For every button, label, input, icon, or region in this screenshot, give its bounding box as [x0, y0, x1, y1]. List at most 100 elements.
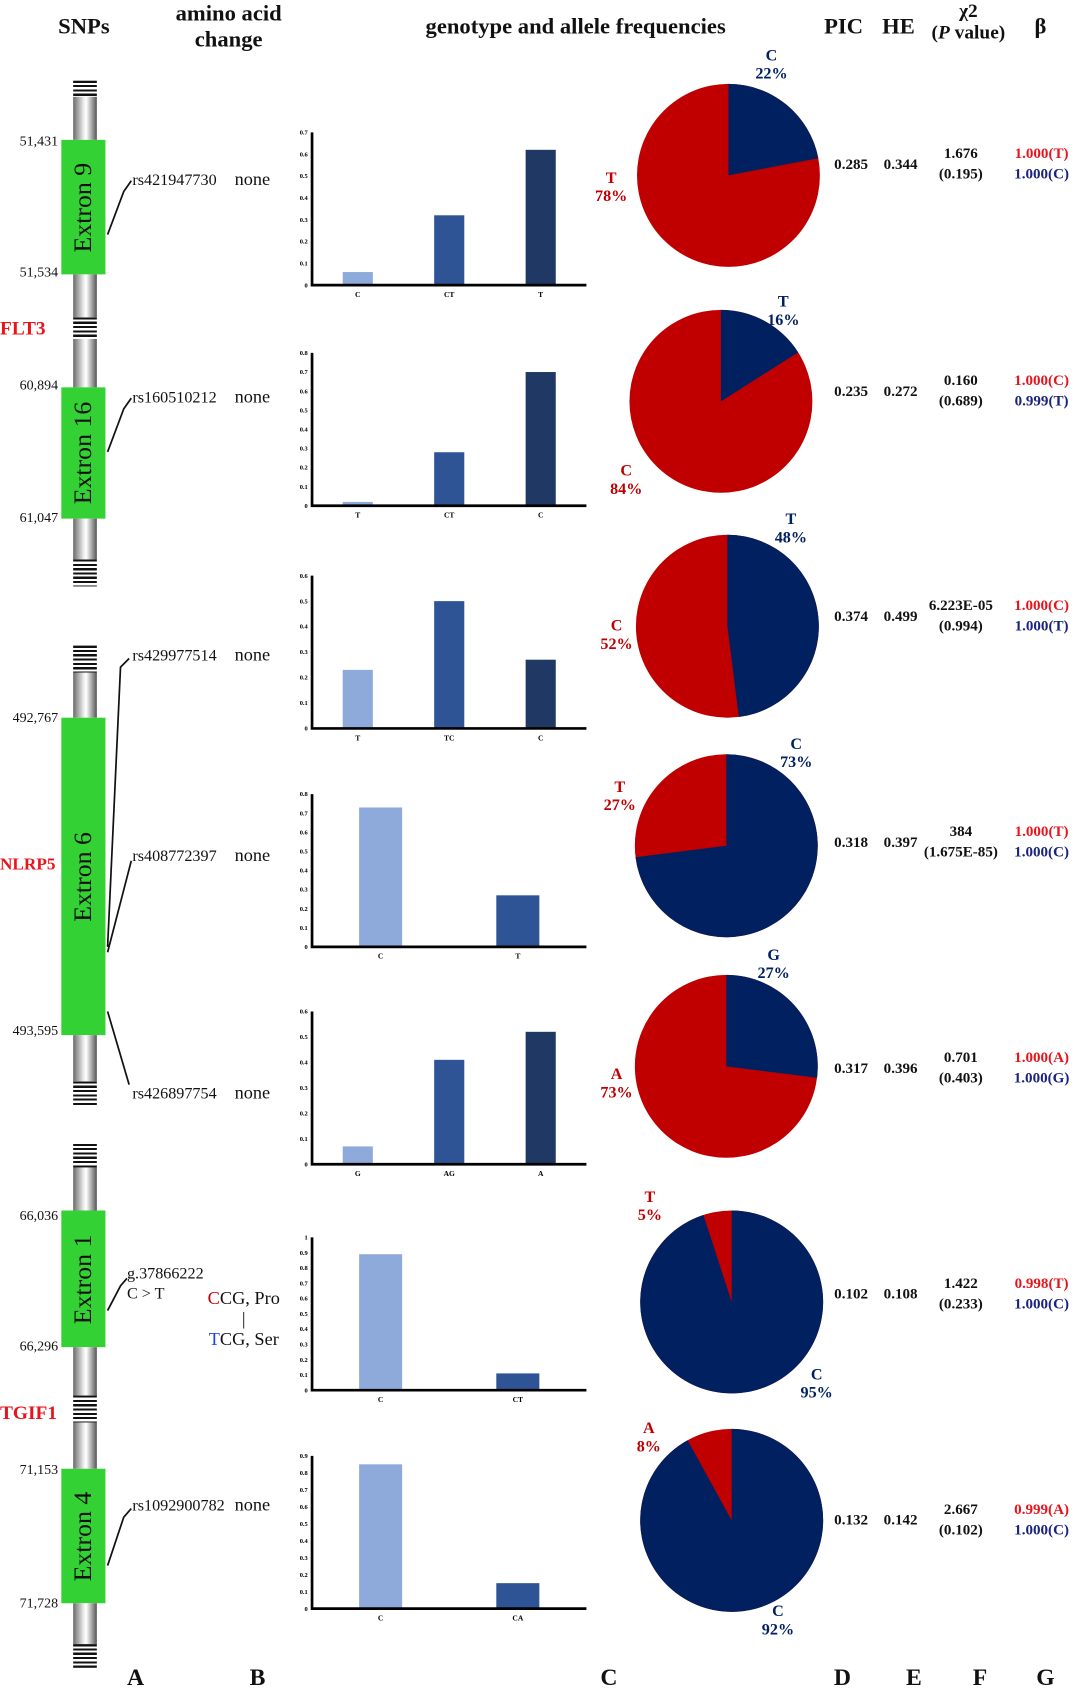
aa-change: none	[234, 386, 271, 407]
y-tick-label: 0.7	[300, 1280, 309, 1287]
beta-red: 1.000(A)	[1014, 1050, 1069, 1067]
aa-change: none	[234, 168, 271, 190]
aa-change: none	[234, 844, 271, 866]
y-tick-label: 0	[305, 944, 308, 951]
beta-red: 1.000(T)	[1014, 146, 1069, 163]
x-tick-label: CT	[444, 511, 454, 520]
y-tick-label: 0.8	[300, 1470, 308, 1477]
allele-percent: 8%	[636, 1438, 661, 1456]
gene-stripes	[73, 1143, 97, 1168]
gene-stripes	[73, 80, 97, 97]
y-tick-label: 0.2	[300, 1110, 308, 1117]
he-value: 0.272	[883, 384, 918, 401]
y-tick-label: 0	[305, 503, 308, 510]
pie-label: G 27%	[747, 947, 801, 984]
chi-value: 2.667	[943, 1502, 978, 1519]
bar	[496, 895, 540, 947]
y-tick-label: 0.3	[300, 1555, 308, 1562]
exon-box: Extron 16	[61, 387, 106, 519]
allele-percent: 92%	[761, 1621, 795, 1639]
y-tick-label: 0.2	[300, 906, 308, 913]
y-tick-label: 0.6	[300, 829, 309, 836]
pic-value: 0.102	[834, 1286, 869, 1304]
bar	[525, 1031, 556, 1165]
y-tick-label: 0	[305, 1387, 308, 1394]
panel-label: G	[1036, 1663, 1055, 1691]
pie-slice-blue	[640, 1210, 824, 1394]
coord: 66,296	[19, 1337, 59, 1354]
bar	[434, 601, 465, 729]
x-tick-label: C	[355, 290, 360, 299]
chi-value: 0.160	[943, 373, 978, 390]
ref-rest: CG, Pro	[219, 1287, 280, 1309]
beta-red: 0.999(A)	[1014, 1502, 1069, 1519]
y-tick-label: 0	[305, 1161, 308, 1168]
coord: 493,595	[12, 1022, 59, 1039]
y-tick-label: 0.6	[300, 1296, 309, 1303]
x-tick-label: CT	[513, 1395, 523, 1404]
header-snps: SNPs	[58, 12, 110, 39]
chi-value: 384	[949, 824, 973, 841]
p-value: (0.195)	[938, 166, 983, 183]
exon-box: Extron 6	[61, 717, 106, 1036]
y-tick-label: 0.7	[300, 369, 309, 376]
x-tick-label: T	[355, 511, 360, 520]
ref-base: C	[207, 1287, 220, 1309]
exon-box: Extron 4	[61, 1468, 106, 1604]
gene-stripes	[73, 317, 97, 339]
x-tick-label: C	[378, 1395, 383, 1404]
intron-segment	[73, 1167, 97, 1211]
gene-stripes	[73, 1081, 97, 1106]
allele: C	[620, 462, 633, 480]
y-tick-label: 0.4	[300, 195, 309, 202]
y-tick-label: 0.7	[300, 1487, 309, 1494]
beta-blue: 1.000(C)	[1014, 844, 1069, 861]
pie-slice-blue	[728, 83, 819, 176]
y-tick-label: 0.1	[300, 1589, 308, 1596]
x-tick-label: TC	[444, 733, 454, 742]
y-tick-label: 0.3	[300, 446, 308, 453]
intron-segment	[73, 1035, 97, 1082]
bar	[342, 501, 373, 506]
intron-segment	[73, 96, 97, 140]
aa-ref: CCG, Pro	[208, 1288, 280, 1308]
aa-separator: |	[241, 1308, 246, 1329]
allele: C	[765, 47, 778, 65]
coord: 51,431	[19, 132, 59, 149]
aa-change: none	[234, 1494, 271, 1516]
coord: 66,036	[19, 1207, 59, 1224]
pie-slice-blue	[726, 974, 818, 1078]
y-tick-label: 0.6	[300, 1009, 309, 1016]
exon-box: Extron 1	[61, 1210, 106, 1348]
beta-blue: 1.000(C)	[1014, 166, 1069, 183]
intron-segment	[73, 338, 97, 388]
pic-value: 0.285	[834, 157, 869, 174]
panel-label: A	[126, 1663, 145, 1691]
pie-label: A 73%	[590, 1066, 644, 1103]
pic-value: 0.374	[834, 609, 869, 626]
y-tick-label: 1	[305, 1235, 308, 1242]
pie-label: C 84%	[599, 463, 653, 500]
allele: T	[777, 293, 789, 311]
chi-value: 6.223E-05	[928, 598, 993, 615]
he-value: 0.142	[883, 1512, 918, 1529]
allele-percent: 22%	[755, 65, 788, 83]
coord: 492,767	[12, 709, 59, 726]
he-value: 0.396	[883, 1060, 918, 1078]
snp-id: rs160510212	[132, 389, 217, 407]
pic-value: 0.318	[834, 834, 869, 852]
intron-segment	[73, 1603, 97, 1645]
intron-segment	[73, 274, 97, 318]
beta-red: 1.000(T)	[1014, 824, 1069, 841]
pie-slice-blue	[635, 754, 818, 938]
p-value: (0.403)	[938, 1070, 983, 1087]
x-tick-label: A	[538, 1169, 544, 1178]
header-frequencies: genotype and allele frequencies	[425, 12, 726, 39]
bar	[359, 1254, 403, 1391]
allele-percent: 78%	[595, 188, 628, 206]
y-tick-label: 0.5	[300, 1034, 308, 1041]
p-value: (0.233)	[938, 1296, 983, 1313]
